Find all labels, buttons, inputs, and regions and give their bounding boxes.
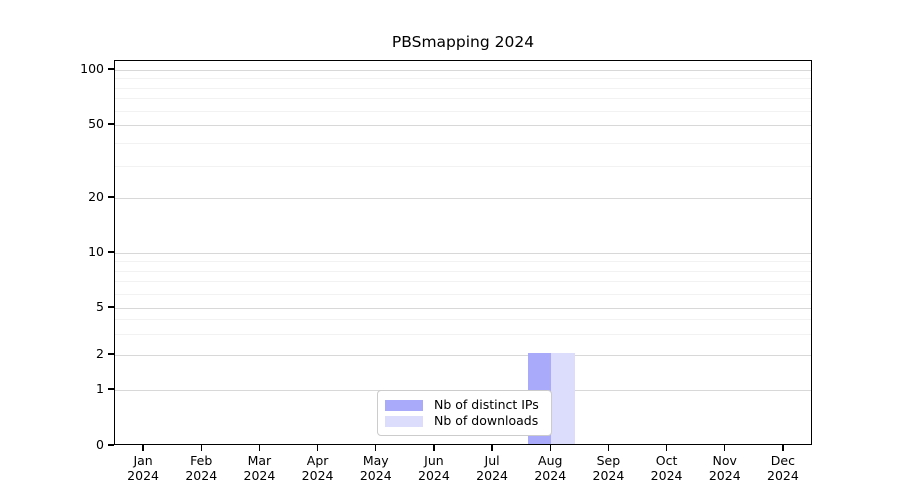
y-tick-mark [108,353,114,355]
x-tick-mark [665,445,668,451]
y-tick-mark [108,123,114,125]
x-tick-year: 2024 [650,468,683,483]
x-tick-month: Feb [190,453,213,468]
gridline [115,319,811,321]
x-tick-year: 2024 [127,468,159,483]
y-tick-label: 100 [80,61,104,76]
gridline [115,87,811,89]
gridline [115,78,811,80]
x-tick-label: Jul 2024 [447,453,537,483]
x-tick-mark [316,445,319,451]
y-tick-label: 0 [96,437,104,452]
gridline [115,198,811,199]
y-tick-mark [108,251,114,253]
x-tick-label: Apr 2024 [273,453,363,483]
x-tick-month: Apr [306,453,329,468]
x-tick-month: Jun [424,453,444,468]
x-tick-mark [491,445,493,451]
x-tick-year: 2024 [418,468,450,483]
x-tick-mark [142,445,144,451]
x-tick-mark [375,445,377,451]
gridline [115,70,811,71]
x-tick-label: Jan 2024 [98,453,188,483]
gridline [115,355,811,356]
x-tick-year: 2024 [301,468,334,483]
x-tick-label: Dec 2024 [738,453,828,483]
y-tick-label: 50 [88,116,104,131]
x-tick-mark [782,445,784,451]
x-tick-month: Mar [247,453,272,468]
y-tick-mark [108,306,114,308]
x-tick-month: Jul [484,453,500,468]
x-tick-year: 2024 [359,468,392,483]
y-tick-label: 2 [96,346,104,361]
gridline [115,293,811,295]
x-tick-month: Dec [770,453,795,468]
legend-label-distinct-ips: Nb of distinct IPs [434,397,539,412]
x-tick-label: May 2024 [331,453,421,483]
x-tick-mark [724,445,726,451]
x-tick-month: Aug [538,453,563,468]
x-tick-year: 2024 [534,468,567,483]
legend-swatch-downloads [385,415,423,427]
x-tick-label: Sep 2024 [563,453,653,483]
x-tick-year: 2024 [767,468,799,483]
x-tick-label: Mar 2024 [214,453,304,483]
gridline [115,165,811,167]
y-tick-label: 20 [88,189,104,204]
gridline [115,142,811,144]
x-tick-label: Nov 2024 [680,453,770,483]
x-tick-month: Jan [133,453,153,468]
gridline [115,334,811,336]
y-tick-mark [108,388,114,390]
x-tick-label: Jun 2024 [389,453,479,483]
y-tick-label: 10 [88,244,104,259]
bar [551,353,575,444]
gridline [115,308,811,309]
y-tick-label: 1 [96,381,104,396]
x-tick-label: Aug 2024 [505,453,595,483]
plot-area [114,60,812,445]
y-tick-mark [108,68,114,70]
y-tick-labels: 100 50 20 10 5 2 1 0 [0,0,104,500]
x-tick-mark [200,445,202,451]
x-tick-label: Oct 2024 [622,453,712,483]
x-tick-year: 2024 [243,468,276,483]
x-tick-year: 2024 [476,468,508,483]
gridline [115,253,811,254]
x-tick-mark [607,445,610,451]
gridline [115,261,811,263]
chart-title: PBSmapping 2024 [391,33,535,51]
x-tick-month: Nov [712,453,737,468]
x-tick-month: Sep [596,453,621,468]
x-tick-year: 2024 [592,468,625,483]
gridline [115,98,811,100]
chart-legend: Nb of distinct IPs Nb of downloads [377,390,552,436]
x-tick-year: 2024 [185,468,218,483]
y-tick-mark [108,196,114,198]
x-tick-label: Feb 2024 [156,453,246,483]
x-tick-mark [258,445,261,451]
gridline [115,281,811,283]
legend-label-downloads: Nb of downloads [434,413,539,428]
x-tick-mark [549,445,551,451]
legend-item-downloads: Nb of downloads [385,413,543,429]
x-tick-mark [433,445,435,451]
legend-swatch-distinct-ips [385,399,423,411]
y-tick-label: 5 [96,299,104,314]
x-tick-year: 2024 [708,468,741,483]
legend-item-distinct-ips: Nb of distinct IPs [385,397,543,413]
gridline [115,110,811,112]
gridline [115,125,811,126]
x-tick-month: Oct [655,453,678,468]
x-tick-month: May [362,453,389,468]
y-tick-mark [108,444,114,446]
gridline [115,270,811,272]
